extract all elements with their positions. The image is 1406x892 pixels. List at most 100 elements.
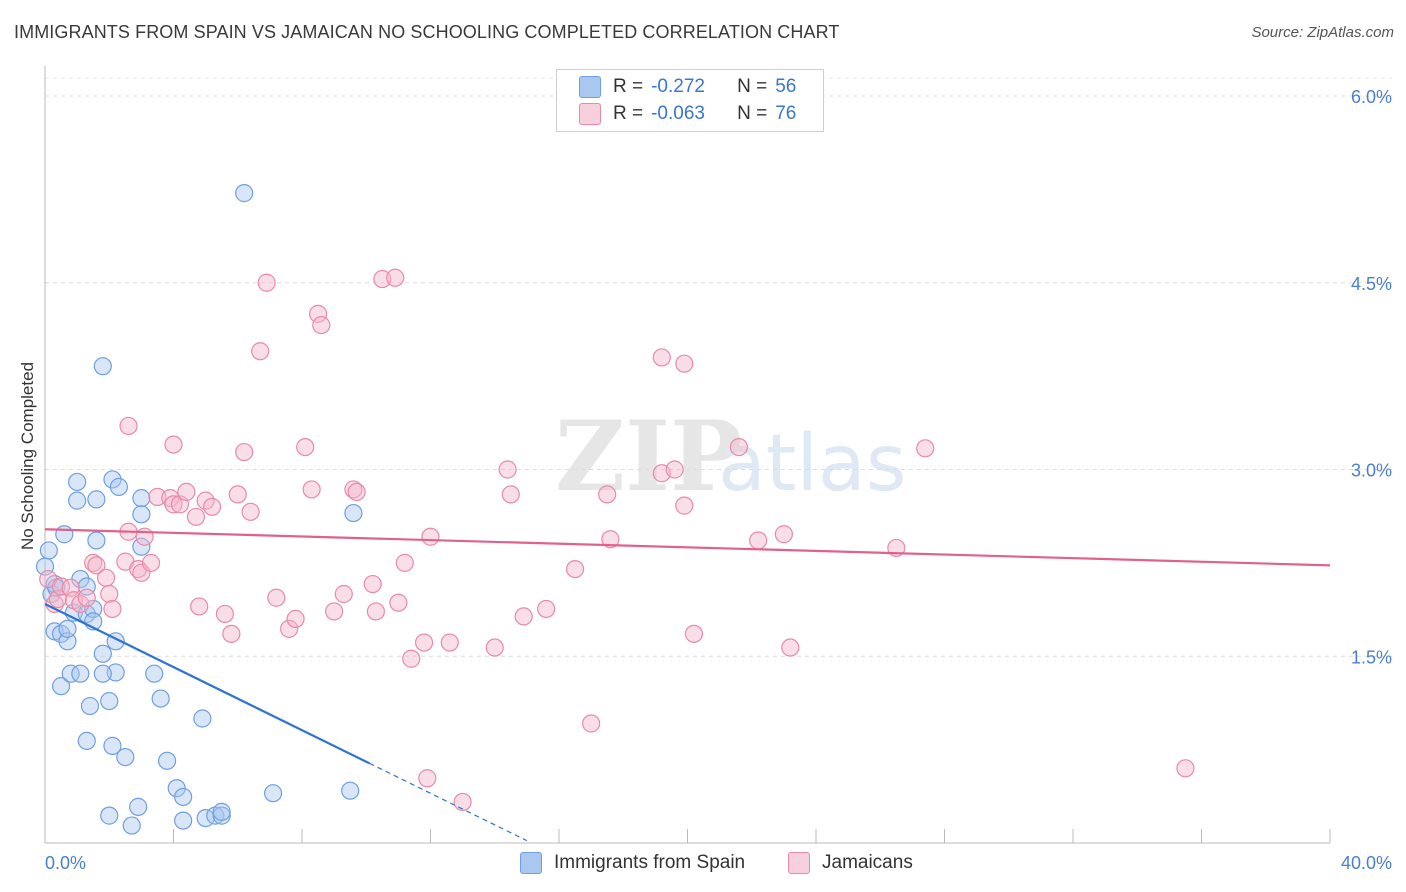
jamaican-point <box>215 604 234 624</box>
legend-r-value: -0.063 <box>651 103 705 124</box>
spain-point <box>55 525 74 544</box>
jamaican-point <box>774 525 793 544</box>
y-tick-label: 6.0% <box>1351 87 1392 107</box>
jamaican-point <box>501 485 520 504</box>
jamaican-point <box>135 527 154 546</box>
spain-point <box>71 664 90 683</box>
jamaican-point <box>453 792 472 812</box>
spain-point <box>106 663 125 682</box>
jamaican-point <box>363 574 382 594</box>
legend-row-spain: R = -0.272 N = 56 <box>579 75 796 99</box>
gridlines <box>45 77 1392 657</box>
jamaican-point <box>148 487 167 506</box>
spain-point <box>109 477 128 497</box>
bottom-legend-swatch-jamaicans <box>788 852 810 874</box>
jamaican-point <box>598 485 617 504</box>
legend-swatch-jamaicans <box>579 103 601 125</box>
x-tick-label-min: 0.0% <box>45 853 86 873</box>
jamaican-point <box>177 482 196 502</box>
jamaican-point <box>347 482 366 502</box>
jamaican-point <box>84 553 103 572</box>
jamaican-point <box>286 609 305 629</box>
spain-point <box>145 664 164 683</box>
spain-trend-extension <box>369 762 528 842</box>
jamaican-point <box>601 530 620 549</box>
jamaican-point <box>257 273 276 292</box>
jamaican-point <box>418 769 437 788</box>
spain-point <box>174 787 193 807</box>
bottom-legend-spain: Immigrants from Spain <box>520 852 745 874</box>
spain-point <box>129 797 148 816</box>
spain-point <box>87 490 106 509</box>
jamaican-point <box>373 269 392 289</box>
spain-point <box>212 802 231 821</box>
bottom-legend-label-jamaicans: Jamaicans <box>822 852 913 873</box>
watermark-atlas: atlas <box>718 419 907 509</box>
spain-point <box>61 664 80 683</box>
spain-point <box>100 691 119 711</box>
jamaican-point <box>103 599 122 619</box>
spain-point <box>103 736 122 755</box>
jamaican-point <box>325 602 344 621</box>
bottom-legend-jamaicans: Jamaicans <box>788 852 913 874</box>
spain-point <box>80 696 100 716</box>
jamaican-trend-line <box>44 528 1331 567</box>
chart-title: IMMIGRANTS FROM SPAIN VS JAMAICAN NO SCH… <box>14 22 840 42</box>
jamaican-point <box>77 588 96 607</box>
jamaican-point <box>87 556 106 575</box>
stats-legend: R = -0.272 N = 56 R = -0.063 N = 76 <box>556 69 824 132</box>
jamaican-point <box>100 584 119 604</box>
jamaican-point <box>402 649 421 668</box>
jamaican-point <box>302 480 321 499</box>
spain-point <box>68 491 87 510</box>
spain-point <box>132 537 151 556</box>
trend-lines <box>44 528 1331 842</box>
jamaican-point <box>228 485 247 504</box>
jamaican-point <box>241 502 260 521</box>
jamaican-point <box>684 624 704 643</box>
spain-point <box>341 781 360 800</box>
jamaican-point <box>251 342 270 361</box>
jamaican-point <box>916 439 935 458</box>
spain-point <box>103 470 122 489</box>
jamaican-point <box>485 638 504 657</box>
y-tick-label: 4.5% <box>1351 274 1392 294</box>
jamaican-point <box>296 437 315 457</box>
spain-point <box>122 816 141 835</box>
bottom-legend-swatch-spain <box>520 852 542 874</box>
jamaican-point <box>186 507 206 526</box>
spain-point <box>151 689 170 708</box>
data-points <box>35 184 1195 835</box>
axes <box>44 66 1331 844</box>
jamaican-point <box>132 563 151 582</box>
watermark-zip: ZIP <box>555 400 742 513</box>
jamaican-point <box>421 527 440 546</box>
jamaican-point <box>652 348 671 367</box>
jamaican-point <box>344 480 363 499</box>
legend-n-label: N = <box>737 103 768 124</box>
jamaican-point <box>119 416 138 436</box>
jamaican-point <box>781 638 800 657</box>
jamaican-point <box>96 568 116 587</box>
jamaican-point <box>389 593 408 612</box>
legend-n-value: 56 <box>775 76 797 97</box>
jamaican-point <box>51 577 71 596</box>
legend-n-label: N = <box>737 76 768 97</box>
jamaican-point <box>395 553 414 572</box>
jamaican-point <box>190 597 209 616</box>
spain-point <box>157 751 177 770</box>
y-tick-label: 1.5% <box>1351 647 1392 667</box>
jamaican-point <box>729 437 749 457</box>
spain-trend-line <box>44 602 370 765</box>
spain-point <box>132 489 151 508</box>
jamaican-point <box>141 553 161 572</box>
spain-point <box>51 677 71 696</box>
jamaican-point <box>164 435 183 454</box>
jamaican-point <box>222 624 241 643</box>
tick-labels: 1.5% 3.0% 4.5% 6.0% 0.0% 40.0% <box>45 87 1392 873</box>
spain-point <box>93 644 112 663</box>
spain-point <box>263 784 283 803</box>
jamaican-point <box>582 714 601 733</box>
jamaican-point <box>440 633 459 652</box>
